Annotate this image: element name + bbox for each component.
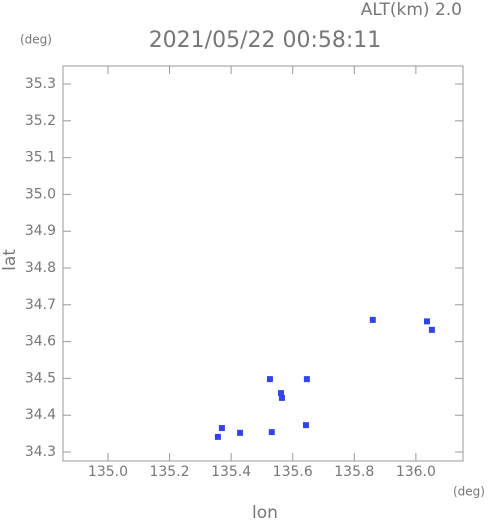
echo-point (303, 376, 310, 383)
x-unit: (deg) (453, 485, 485, 499)
y-tick-label: 34.7 (25, 297, 56, 313)
echo-point (278, 390, 285, 397)
x-tick-label: 136.0 (396, 464, 436, 480)
echo-point (214, 433, 221, 440)
echo-point (237, 429, 244, 436)
y-tick-label: 34.9 (25, 223, 56, 239)
chart-title: 2021/05/22 00:58:11 (149, 28, 382, 53)
y-tick-label: 35.2 (25, 113, 56, 129)
x-tick-label: 135.2 (149, 464, 189, 480)
plot-frame (62, 65, 464, 462)
y-tick-label: 35.0 (25, 186, 56, 202)
altitude: ALT(km) 2.0 (361, 0, 462, 20)
x-tick-label: 135.6 (273, 464, 313, 480)
y-tick-label: 34.4 (25, 407, 56, 423)
echo-point (218, 425, 225, 432)
x-tick-label: 135.0 (88, 464, 128, 480)
x-tick-label: 135.8 (334, 464, 374, 480)
y-tick-label: 34.8 (25, 260, 56, 276)
echo-point (266, 376, 273, 383)
echo-point (428, 326, 435, 333)
y-tick-label: 34.6 (25, 334, 56, 350)
y-tick-label: 34.5 (25, 370, 56, 386)
x-axis-label: lon (252, 503, 278, 521)
echo-point (278, 394, 285, 401)
y-tick-label: 35.3 (25, 76, 56, 92)
echo-point (268, 429, 275, 436)
x-tick-label: 135.4 (211, 464, 251, 480)
y-tick-label: 35.1 (25, 150, 56, 166)
echo-point (302, 422, 309, 429)
y-axis-label: lat (0, 249, 20, 271)
y-tick-label: 34.3 (25, 444, 56, 460)
y-unit: (deg) (20, 33, 52, 47)
echo-point (423, 318, 430, 325)
echo-point (369, 316, 376, 323)
